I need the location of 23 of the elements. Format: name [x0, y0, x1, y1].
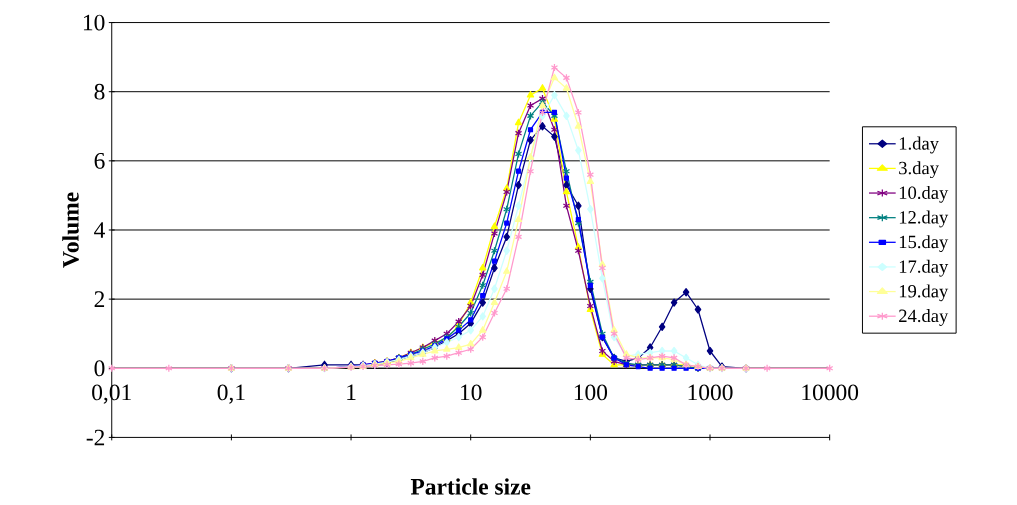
legend-label: 3.day — [899, 161, 939, 179]
legend-label: 15.day — [899, 235, 949, 252]
legend-label: 1.day — [899, 136, 939, 154]
y-axis-title: Volume — [62, 192, 79, 268]
x-tick-label: 100 — [574, 384, 608, 401]
y-tick-label: 8 — [94, 83, 105, 100]
x-tick-label: 1000 — [688, 384, 733, 401]
legend-label: 19.day — [899, 284, 949, 302]
y-tick-label: 2 — [94, 291, 105, 307]
x-tick-label: 10 — [461, 384, 482, 401]
y-tick-label: 0 — [94, 360, 105, 377]
legend-label: 24.day — [899, 308, 949, 326]
y-tick-label: 4 — [94, 222, 105, 238]
y-tick-label: 6 — [94, 152, 105, 169]
x-tick-label: 1 — [347, 384, 356, 400]
x-tick-label: 0,1 — [217, 384, 245, 404]
legend-label: 17.day — [899, 259, 949, 277]
y-tick-label: 10 — [83, 14, 105, 31]
y-tick-label: -2 — [86, 429, 105, 446]
x-axis-title: Particle size — [410, 478, 531, 495]
x-tick-label: 10000 — [802, 384, 859, 401]
legend-label: 10.day — [899, 185, 949, 203]
legend-label: 12.day — [899, 210, 949, 228]
